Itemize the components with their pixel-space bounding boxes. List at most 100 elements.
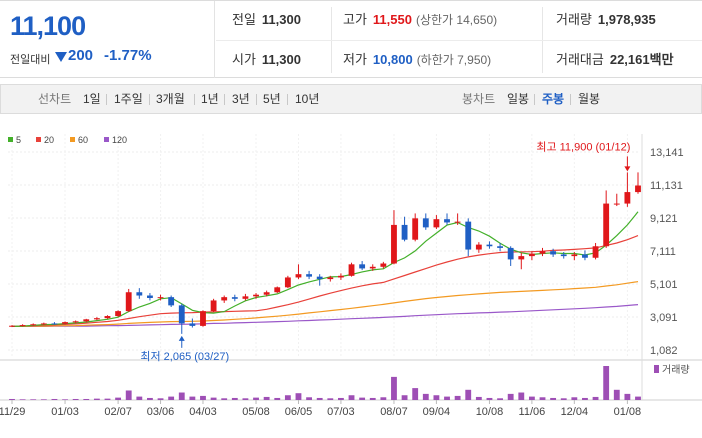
- candle: [51, 322, 58, 325]
- price-box: 11,100 전일대비 200 -1.77%: [0, 1, 215, 78]
- candle: [454, 213, 461, 225]
- candle: [242, 293, 249, 301]
- candle-body: [19, 325, 26, 327]
- candle-daily-button[interactable]: 일봉: [507, 92, 530, 106]
- volume-bar: [635, 396, 641, 400]
- candle-body: [210, 300, 217, 312]
- candle-body: [560, 254, 567, 257]
- period-10y-button[interactable]: 10년: [295, 92, 320, 106]
- candle-body: [380, 263, 387, 267]
- candle-monthly-button[interactable]: 월봉: [578, 92, 601, 106]
- y-tick-label: 3,091: [650, 312, 678, 324]
- current-price: 11,100: [10, 11, 86, 41]
- candle-body: [316, 276, 323, 280]
- candle: [528, 251, 535, 261]
- volume-bar: [157, 398, 164, 400]
- volume-bar: [380, 397, 387, 400]
- trade-amount-value: 22,161: [609, 52, 650, 67]
- candle-body: [391, 224, 397, 264]
- quote-panel: 11,100 전일대비 200 -1.77% 전일 11,300 시가 11,300…: [0, 0, 702, 78]
- candle-weekly-button[interactable]: 주봉: [542, 92, 565, 106]
- legend-label: 20: [44, 135, 54, 145]
- candle-body: [157, 297, 164, 299]
- change-label: 전일대비: [10, 54, 51, 66]
- open-price: 시가 11,300: [232, 52, 301, 67]
- candle: [62, 321, 68, 325]
- volume-bar: [603, 366, 610, 400]
- volume-label: 거래량: [662, 364, 690, 376]
- ma120-line: [12, 304, 639, 327]
- separator: [256, 94, 257, 105]
- candle-body: [518, 256, 525, 260]
- period-1w-button[interactable]: 1주일: [114, 92, 143, 106]
- candle-body: [104, 316, 111, 319]
- candles: [9, 172, 641, 334]
- period-1y-button[interactable]: 1년: [201, 92, 219, 106]
- volume-bar: [295, 393, 302, 400]
- volume-bar: [475, 396, 482, 400]
- low-arrow-head: [178, 335, 185, 341]
- candle: [306, 270, 313, 280]
- period-1d-button[interactable]: 1일: [83, 92, 101, 106]
- volume-bar: [486, 397, 493, 400]
- candle-body: [497, 246, 503, 248]
- candle: [401, 216, 408, 242]
- period-3y-button[interactable]: 3년: [232, 92, 250, 106]
- volume-bar: [327, 398, 334, 400]
- high-price: 고가 11,550 (상한가 14,650): [343, 12, 498, 27]
- volume-bar: [200, 395, 206, 400]
- candle-body: [83, 319, 90, 322]
- volume-bar: [125, 390, 132, 400]
- volume-bar: [613, 389, 620, 400]
- prev-close: 전일 11,300: [232, 12, 301, 27]
- candle: [475, 242, 482, 253]
- low-value: 10,800: [372, 52, 413, 67]
- volume-bar: [369, 397, 376, 400]
- divider: [216, 40, 702, 41]
- candle: [592, 242, 599, 260]
- prev-close-value: 11,300: [261, 12, 301, 27]
- x-tick-label: 01/03: [51, 406, 79, 418]
- chart-toolbar: 선차트 1일 1주일 3개월 1년 3년 5년 10년 봉차트 일봉 주봉 월봉: [0, 84, 702, 114]
- candle-body: [30, 324, 37, 326]
- volume-bar: [539, 397, 546, 400]
- candle-body: [401, 224, 408, 240]
- candle: [613, 193, 620, 207]
- change-rate: -1.77%: [104, 47, 152, 64]
- candle: [497, 242, 503, 252]
- candle-body: [348, 264, 355, 276]
- candle-chart-title: 봉차트: [462, 92, 496, 106]
- volume-bar: [72, 398, 79, 400]
- candle-body: [295, 274, 302, 278]
- separator: [106, 94, 107, 105]
- period-5y-button[interactable]: 5년: [263, 92, 281, 106]
- period-3m-button[interactable]: 3개월: [156, 92, 185, 106]
- volume-bar: [306, 397, 313, 400]
- high-annotation: 최고 11,900 (01/12): [536, 140, 630, 153]
- candle-body: [136, 292, 143, 296]
- volume-bar: [518, 392, 525, 400]
- volume-bar: [263, 396, 270, 400]
- candle-body: [539, 251, 546, 254]
- volume-bar: [560, 398, 567, 400]
- candle: [284, 275, 291, 289]
- lower-limit: (하한가 7,950): [416, 53, 492, 67]
- stock-chart: 5 20 60 120 13,141 11,131 9,121 7,111 5,101 3,09…: [0, 134, 702, 418]
- upper-limit: (상한가 14,650): [415, 13, 498, 27]
- volume-bar: [83, 398, 90, 400]
- trade-amount: 거래대금 22,161백만: [556, 52, 674, 67]
- separator: [224, 94, 225, 105]
- volume-legend-swatch: [654, 365, 659, 373]
- volume-bar: [571, 397, 578, 400]
- candle: [316, 274, 323, 286]
- candle: [327, 275, 334, 282]
- legend-label: 120: [112, 135, 127, 145]
- candle: [359, 261, 366, 271]
- candle-body: [9, 325, 15, 327]
- grid: [8, 134, 640, 356]
- ma20-line: [11, 235, 639, 327]
- volume-bar: [401, 395, 408, 400]
- legend-label: 5: [16, 135, 21, 145]
- volume-bar: [444, 396, 450, 400]
- candle-body: [253, 294, 259, 297]
